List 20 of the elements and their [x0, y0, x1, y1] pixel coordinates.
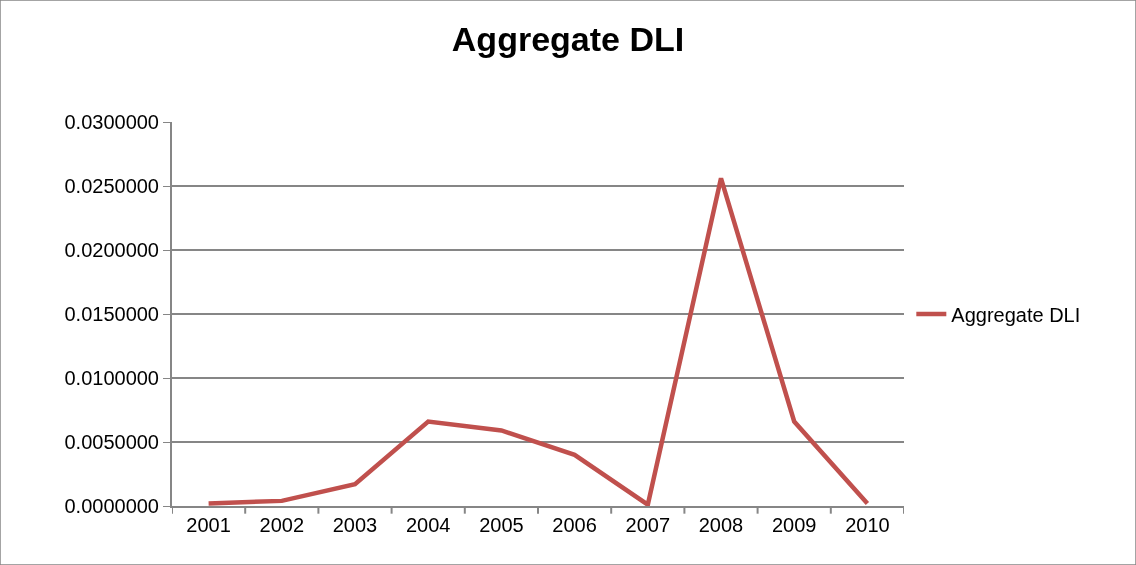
y-tick-label: 0.0250000 — [64, 175, 159, 197]
x-tick-label: 2006 — [552, 514, 597, 536]
x-tick-label: 2003 — [332, 514, 378, 536]
x-tick-label: 2007 — [625, 514, 671, 536]
x-tick-label: 2004 — [405, 514, 451, 536]
line-series — [206, 176, 870, 506]
x-tick-label: 2001 — [186, 514, 231, 536]
legend-label: Aggregate DLI — [951, 303, 1081, 326]
x-tick-label: 2009 — [771, 514, 817, 536]
y-tick-label: 0.0050000 — [64, 431, 159, 453]
y-tick-label: 0.0200000 — [64, 239, 159, 261]
x-tick-label: 2008 — [698, 514, 744, 536]
x-tick-label: 2005 — [479, 514, 524, 536]
y-tick-label: 0.0300000 — [64, 111, 159, 133]
x-tick-label: 2010 — [845, 514, 890, 536]
y-tick-label: 0.0100000 — [64, 367, 159, 389]
x-tick-label: 2002 — [259, 514, 305, 536]
y-tick-label: 0.0150000 — [64, 303, 159, 325]
y-tick-label: 0.0000000 — [64, 495, 159, 517]
chart-title: Aggregate DLI — [451, 20, 685, 59]
